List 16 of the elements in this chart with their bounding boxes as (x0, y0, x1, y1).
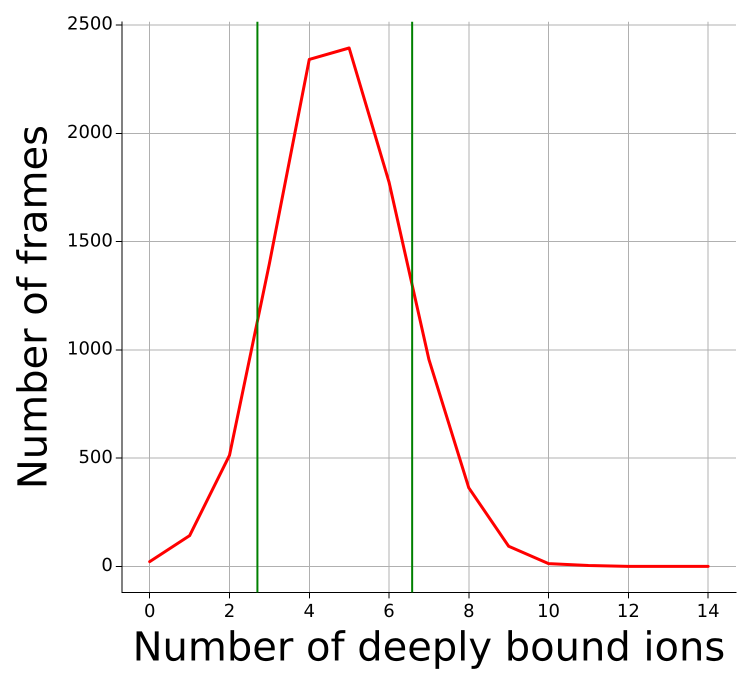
x-tick-label: 4 (304, 600, 315, 622)
x-tick-label: 12 (616, 600, 640, 622)
x-tick-label: 2 (224, 600, 236, 622)
x-tick-label: 14 (696, 600, 720, 622)
x-tick-label: 8 (463, 600, 475, 622)
y-tick-label: 500 (78, 446, 113, 468)
x-axis-title: Number of deeply bound ions (132, 624, 726, 670)
y-tick-label: 2500 (66, 14, 113, 35)
y-tick-label: 2000 (66, 122, 113, 143)
x-tick-label: 0 (144, 600, 156, 622)
x-tick-label: 10 (537, 600, 560, 622)
x-tick-label: 6 (383, 600, 395, 622)
y-tick-label: 1500 (66, 230, 113, 252)
y-axis-title: Number of frames (10, 125, 56, 490)
y-tick-label: 1000 (66, 338, 113, 360)
y-tick-label: 0 (101, 555, 113, 576)
